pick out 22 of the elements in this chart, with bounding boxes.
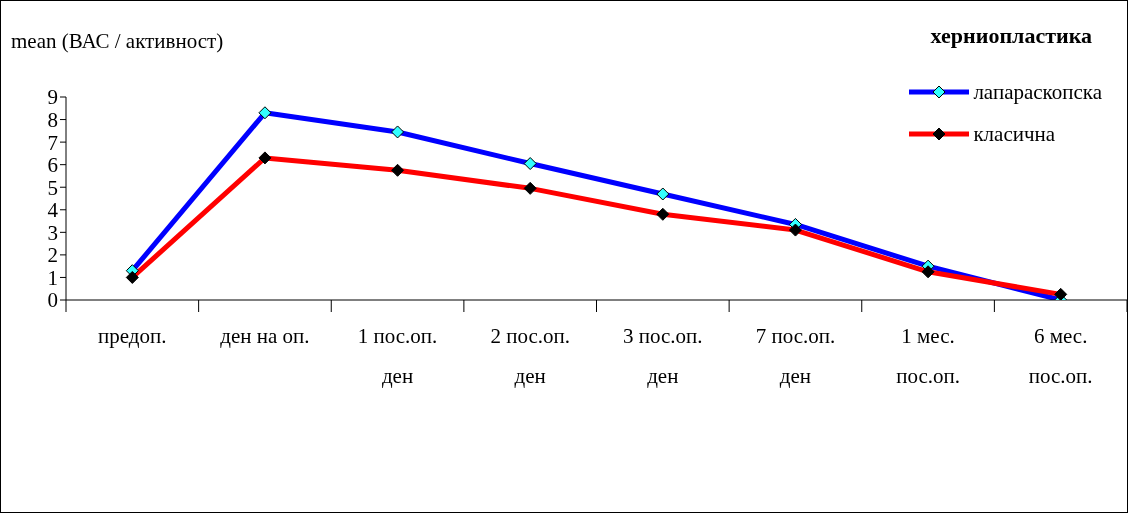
x-tick-label: 2 пос.оп. ден (490, 324, 570, 388)
x-tick-label: 3 пос.оп. ден (623, 324, 703, 388)
y-tick-label: 5 (47, 175, 58, 200)
x-tick-label: 1 пос.оп. ден (357, 324, 438, 388)
x-tick-label: 7 пос.оп. ден (755, 324, 836, 388)
legend-label: класична (973, 121, 1056, 147)
y-tick-label: 9 (47, 85, 58, 110)
legend-label: лапараскопска (973, 79, 1102, 105)
y-tick-label: 4 (47, 198, 59, 223)
x-tick-label: 6 мес. пос.оп. (1028, 324, 1093, 388)
x-tick-label: ден на оп. (220, 324, 310, 348)
x-tick-label: 1 мес. пос.оп. (896, 324, 960, 388)
x-tick-label: предоп. (98, 324, 167, 348)
y-tick-label: 3 (47, 220, 58, 245)
y-tick-label: 8 (47, 108, 58, 133)
y-axis-title: mean (ВАС / активност) (11, 29, 224, 54)
y-tick-label: 7 (47, 130, 58, 155)
y-tick-label: 0 (47, 288, 58, 313)
chart-title: херниопластика (930, 23, 1092, 49)
y-tick-label: 1 (47, 265, 58, 290)
y-tick-label: 6 (47, 153, 58, 178)
y-tick-label: 2 (47, 243, 58, 268)
